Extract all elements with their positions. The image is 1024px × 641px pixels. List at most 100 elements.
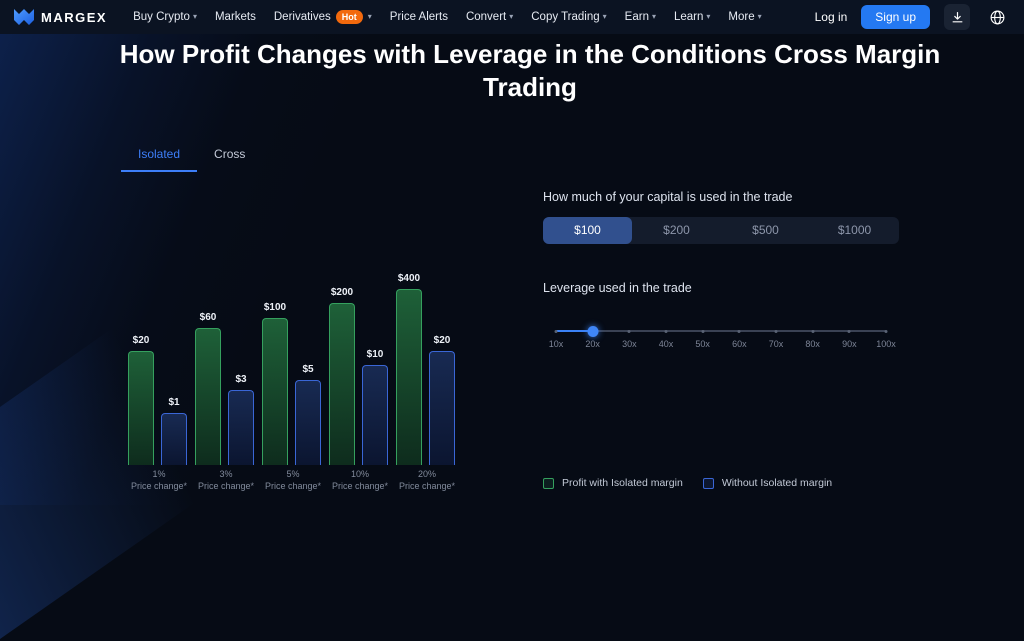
nav-item-copy-trading[interactable]: Copy Trading ▾ <box>531 11 606 23</box>
bar-isolated-profit <box>329 303 355 465</box>
logo-text: MARGEX <box>41 9 108 25</box>
slider-tick-label: 80x <box>805 339 820 349</box>
nav-item-label: Convert <box>465 11 507 23</box>
bar-value-label: $1 <box>168 397 180 408</box>
chevron-down-icon: ▾ <box>706 12 711 21</box>
slider-tick-label: 100x <box>876 339 896 349</box>
category-label: 20% Price change* <box>398 469 456 491</box>
nav-item-label: Earn <box>624 11 649 23</box>
chevron-down-icon: ▾ <box>602 12 607 21</box>
slider-tick-label: 50x <box>695 339 710 349</box>
slider-tick <box>664 329 668 333</box>
slider-tick <box>554 329 558 333</box>
nav-item-more[interactable]: More ▾ <box>728 11 761 23</box>
bar-without-isolated <box>228 390 254 465</box>
slider-tick-label: 20x <box>585 339 600 349</box>
tab-cross[interactable]: Cross <box>214 147 246 161</box>
leverage-slider[interactable]: 10x 20x 30x 40x 50x 60x 70x 80x 90x 100x <box>549 325 896 351</box>
bar-without-isolated <box>429 351 455 465</box>
nav-item-learn[interactable]: Learn ▾ <box>674 11 710 23</box>
slider-tick-label: 10x <box>548 339 564 349</box>
bar-without-isolated <box>295 380 321 465</box>
capital-option-1000[interactable]: $1000 <box>810 217 899 244</box>
download-app-button[interactable] <box>944 4 970 30</box>
bar-value-label: $20 <box>132 335 150 346</box>
slider-tick <box>811 329 815 333</box>
capital-segmented-control: $100 $200 $500 $1000 <box>543 217 899 244</box>
category-label: 10% Price change* <box>331 469 389 491</box>
bar-group: $100 $5 <box>262 302 321 465</box>
download-icon <box>952 11 962 22</box>
slider-tick <box>774 329 778 333</box>
bar-value-label: $5 <box>302 364 314 375</box>
chevron-down-icon: ▾ <box>509 12 514 21</box>
globe-icon <box>990 10 1004 24</box>
margin-mode-tabs: Isolated Cross <box>121 140 262 172</box>
tab-isolated[interactable]: Isolated <box>121 140 198 172</box>
nav-item-derivatives[interactable]: Derivatives Hot ▾ <box>274 10 372 24</box>
slider-tick-label: 90x <box>842 339 857 349</box>
bar-isolated-profit <box>262 318 288 465</box>
chart-legend: Profit with Isolated margin Without Isol… <box>543 477 832 489</box>
main-menu: Buy Crypto ▾ Markets Derivatives Hot ▾ P… <box>133 10 762 24</box>
top-navigation: MARGEX Buy Crypto ▾ Markets Derivatives … <box>0 0 1024 34</box>
bar-value-label: $20 <box>433 335 451 346</box>
slider-track[interactable] <box>556 330 886 332</box>
slider-tick <box>884 329 888 333</box>
nav-item-label: More <box>728 11 755 23</box>
bar-group: $400 $20 <box>396 273 455 465</box>
logo[interactable]: MARGEX <box>14 9 107 25</box>
nav-item-buy-crypto[interactable]: Buy Crypto ▾ <box>133 11 197 23</box>
capital-option-500[interactable]: $500 <box>721 217 810 244</box>
slider-tick <box>847 329 851 333</box>
slider-tick-label: 70x <box>768 339 784 349</box>
nav-item-label: Buy Crypto <box>133 11 190 23</box>
leverage-label: Leverage used in the trade <box>543 281 692 295</box>
bar-isolated-profit <box>128 351 154 465</box>
page-title: How Profit Changes with Leverage in the … <box>119 39 941 102</box>
nav-item-convert[interactable]: Convert ▾ <box>466 11 513 23</box>
nav-item-earn[interactable]: Earn ▾ <box>625 11 656 23</box>
hot-badge: Hot <box>335 10 363 24</box>
legend-label: Profit with Isolated margin <box>562 477 683 489</box>
bar-group: $200 $10 <box>329 287 388 465</box>
legend-swatch-blue <box>702 477 714 489</box>
category-label: 5% Price change* <box>264 469 322 491</box>
legend-label: Without Isolated margin <box>721 477 833 489</box>
category-label: 1% Price change* <box>130 469 188 491</box>
bar-value-label: $400 <box>397 273 421 284</box>
category-label: 3% Price change* <box>197 469 255 491</box>
nav-item-label: Price Alerts <box>389 11 448 23</box>
nav-item-label: Derivatives <box>273 11 331 23</box>
bar-value-label: $200 <box>330 287 354 298</box>
slider-tick-label: 60x <box>732 339 747 349</box>
capital-label: How much of your capital is used in the … <box>543 190 793 204</box>
slider-handle[interactable] <box>587 325 599 337</box>
capital-option-100[interactable]: $100 <box>543 217 632 244</box>
nav-item-markets[interactable]: Markets <box>215 11 256 23</box>
bar-isolated-profit <box>396 289 422 465</box>
bar-group: $20 $1 <box>128 335 187 465</box>
chevron-down-icon: ▾ <box>651 12 656 21</box>
bar-isolated-profit <box>195 328 221 465</box>
slider-fill <box>556 330 593 332</box>
login-link[interactable]: Log in <box>814 10 848 24</box>
legend-item-isolated: Profit with Isolated margin <box>543 477 683 489</box>
nav-item-label: Markets <box>214 11 256 23</box>
legend-item-without-isolated: Without Isolated margin <box>702 477 833 489</box>
bar-value-label: $10 <box>366 349 384 360</box>
bar-without-isolated <box>161 413 187 465</box>
slider-tick-label: 30x <box>622 339 637 349</box>
slider-tick-labels: 10x 20x 30x 40x 50x 60x 70x 80x 90x 100x <box>549 339 896 351</box>
nav-item-price-alerts[interactable]: Price Alerts <box>390 11 448 23</box>
bar-value-label: $3 <box>235 374 247 385</box>
language-button[interactable] <box>984 4 1010 30</box>
signup-button[interactable]: Sign up <box>861 5 930 29</box>
margex-logo-icon <box>14 9 34 25</box>
nav-item-label: Learn <box>673 11 704 23</box>
slider-tick <box>737 329 741 333</box>
chevron-down-icon: ▾ <box>192 12 197 21</box>
capital-option-200[interactable]: $200 <box>632 217 721 244</box>
slider-tick <box>627 329 631 333</box>
nav-right-cluster: Log in Sign up <box>815 4 1010 30</box>
